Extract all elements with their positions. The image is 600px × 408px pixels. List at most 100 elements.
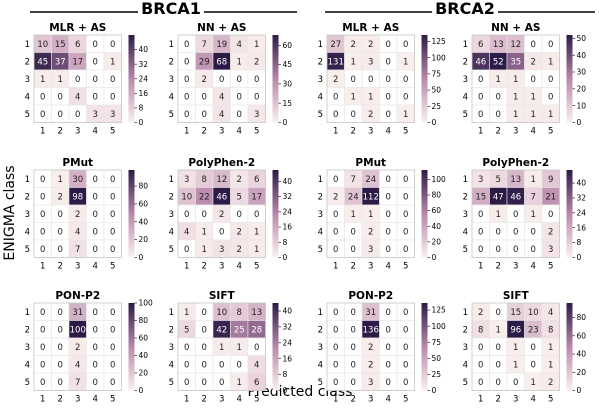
cell-value-label: 15 bbox=[55, 40, 66, 50]
x-tick-label: 2 bbox=[202, 262, 207, 272]
y-tick-label: 3 bbox=[463, 343, 468, 353]
cell-value-label: 2 bbox=[219, 210, 224, 220]
y-tick-label: 1 bbox=[169, 308, 174, 318]
panel-frame bbox=[177, 302, 266, 391]
cell-value-label: 0 bbox=[351, 110, 356, 120]
colorbar-tick-label: 40 bbox=[139, 45, 149, 54]
cell-value-label: 0 bbox=[58, 110, 63, 120]
cell-value-label: 2 bbox=[75, 343, 80, 353]
colorbar-tick-label: 25 bbox=[432, 370, 442, 379]
cell-value-label: 0 bbox=[333, 378, 338, 388]
cell-value-label: 19 bbox=[216, 40, 227, 50]
colorbar-tick-label: 0 bbox=[432, 386, 437, 395]
cell-value-label: 1 bbox=[548, 110, 553, 120]
cell-value-label: 0 bbox=[478, 110, 483, 120]
colorbar-tick-label: 40 bbox=[283, 177, 293, 186]
colorbar bbox=[566, 35, 573, 123]
y-tick-label: 4 bbox=[318, 92, 323, 102]
x-tick-label: 2 bbox=[351, 127, 356, 137]
cell-value-label: 0 bbox=[184, 75, 189, 85]
cell-value-label: 0 bbox=[386, 58, 391, 68]
colorbar-tick-label: 125 bbox=[432, 37, 447, 46]
cell-value-label: 1 bbox=[110, 58, 115, 68]
cell-value-label: 0 bbox=[531, 361, 536, 371]
panel-frame bbox=[471, 169, 560, 258]
cell-value-label: 1 bbox=[40, 75, 45, 85]
cell-value-label: 2 bbox=[478, 308, 483, 318]
x-tick-label: 3 bbox=[75, 395, 80, 404]
y-tick-label: 4 bbox=[25, 92, 30, 102]
y-tick-label: 3 bbox=[463, 75, 468, 85]
cell-value-label: 2 bbox=[333, 75, 338, 85]
cell-value-label: 1 bbox=[531, 175, 536, 185]
y-tick-label: 1 bbox=[318, 175, 323, 185]
cell-value-label: 1 bbox=[237, 378, 242, 388]
cell-value-label: 0 bbox=[386, 308, 391, 318]
heatmap-panel-brca2-pon-p2: PON-P20 0 31 0 00 0 136 0 00 0 2 0 00 0 2 0 00 0 3 0 0123451… bbox=[318, 290, 446, 405]
x-tick-label: 4 bbox=[386, 127, 391, 137]
y-tick-label: 5 bbox=[463, 245, 468, 255]
cell-value-label: 0 bbox=[110, 343, 115, 353]
cell-value-label: 3 bbox=[219, 245, 224, 255]
colorbar-tick-label: 0 bbox=[577, 386, 582, 395]
cell-value-label: 0 bbox=[403, 228, 408, 238]
x-tick-label: 5 bbox=[110, 262, 115, 272]
cell-value-label: 1 bbox=[531, 378, 536, 388]
cell-value-label: 0 bbox=[548, 75, 553, 85]
y-tick-label: 2 bbox=[25, 325, 30, 335]
x-tick-label: 3 bbox=[368, 262, 373, 272]
cell-value-label: 2 bbox=[368, 361, 373, 371]
y-tick-label: 2 bbox=[25, 57, 30, 67]
panel-frame bbox=[326, 169, 415, 258]
cell-value-label: 0 bbox=[93, 245, 98, 255]
x-tick-label: 2 bbox=[496, 395, 501, 404]
cell-value-label: 1 bbox=[496, 326, 501, 336]
y-tick-label: 1 bbox=[25, 308, 30, 318]
cell-value-label: 0 bbox=[403, 245, 408, 255]
cell-value-label: 0 bbox=[40, 361, 45, 371]
panel-frame bbox=[471, 302, 560, 391]
cell-value-label: 15 bbox=[475, 193, 486, 203]
cell-value-label: 6 bbox=[254, 378, 259, 388]
colorbar bbox=[421, 35, 428, 123]
cell-value-label: 0 bbox=[548, 40, 553, 50]
cell-value-label: 0 bbox=[237, 110, 242, 120]
y-tick-label: 1 bbox=[318, 40, 323, 50]
cell-value-label: 17 bbox=[251, 193, 262, 203]
colorbar-tick-label: 100 bbox=[432, 175, 447, 184]
cell-value-label: 0 bbox=[110, 228, 115, 238]
cell-value-label: 2 bbox=[368, 110, 373, 120]
cell-value-label: 2 bbox=[368, 343, 373, 353]
colorbar bbox=[566, 170, 573, 258]
brca2-group-title: BRCA2 bbox=[435, 0, 495, 18]
cell-value-label: 0 bbox=[40, 193, 45, 203]
panel-title: PolyPhen-2 bbox=[188, 157, 255, 169]
x-tick-label: 4 bbox=[93, 395, 98, 404]
y-tick-label: 5 bbox=[25, 110, 30, 120]
cell-value-label: 3 bbox=[93, 110, 98, 120]
colorbar bbox=[272, 303, 279, 391]
x-tick-label: 2 bbox=[58, 395, 63, 404]
y-tick-label: 5 bbox=[169, 110, 174, 120]
cell-value-label: 13 bbox=[510, 175, 521, 185]
cell-value-label: 7 bbox=[531, 193, 536, 203]
x-tick-label: 4 bbox=[531, 127, 536, 137]
colorbar-tick-label: 24 bbox=[283, 338, 293, 347]
cell-value-label: 0 bbox=[548, 210, 553, 220]
x-tick-label: 2 bbox=[58, 127, 63, 137]
y-tick-label: 1 bbox=[318, 308, 323, 318]
cell-value-label: 0 bbox=[513, 245, 518, 255]
x-tick-label: 3 bbox=[219, 127, 224, 137]
x-tick-label: 3 bbox=[75, 262, 80, 272]
cell-value-label: 0 bbox=[403, 308, 408, 318]
cell-value-label: 2 bbox=[548, 228, 553, 238]
heatmap-panel-brca2-polyphen-2: PolyPhen-23 5 13 1 915 47 46 7 210 1 0 1 00 0 0 0 20 0 0 0 3… bbox=[463, 157, 587, 272]
cell-value-label: 0 bbox=[93, 58, 98, 68]
cell-value-label: 1 bbox=[403, 110, 408, 120]
cell-value-label: 1 bbox=[513, 361, 518, 371]
cell-value-label: 0 bbox=[386, 193, 391, 203]
y-tick-label: 5 bbox=[25, 245, 30, 255]
cell-value-label: 0 bbox=[403, 378, 408, 388]
cell-value-label: 15 bbox=[510, 308, 521, 318]
colorbar-tick-label: 20 bbox=[139, 369, 149, 378]
